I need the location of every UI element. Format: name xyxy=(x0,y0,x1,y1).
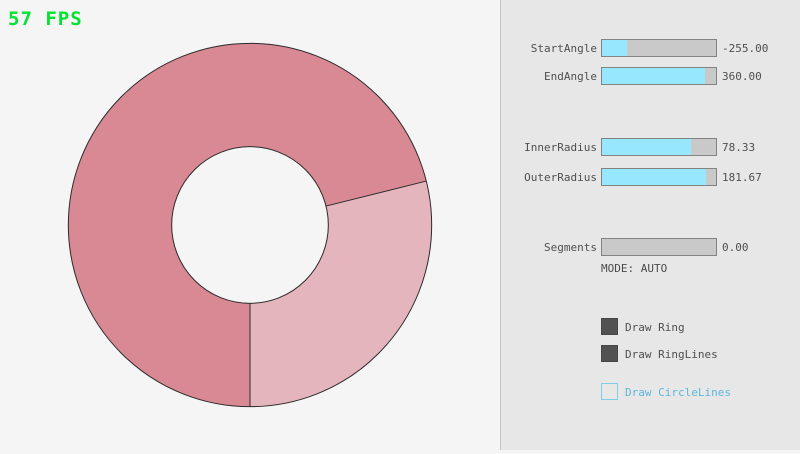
segments-label: Segments xyxy=(544,241,597,254)
checkbox-row-draw-circlelines: Draw CircleLines xyxy=(501,383,800,401)
innerradius-value: 78.33 xyxy=(722,141,756,154)
slider-row-innerradius: InnerRadius 78.33 xyxy=(501,138,800,156)
draw-ringlines-checkbox[interactable] xyxy=(601,345,618,362)
startangle-slider[interactable] xyxy=(601,39,717,57)
ring-chart xyxy=(67,42,433,408)
outerradius-label: OuterRadius xyxy=(524,171,597,184)
segments-mode-text: MODE: AUTO xyxy=(601,262,668,275)
endangle-slider[interactable] xyxy=(601,67,717,85)
startangle-label: StartAngle xyxy=(530,42,597,55)
slider-fill xyxy=(602,139,692,155)
slider-fill xyxy=(602,40,627,56)
draw-ring-label: Draw Ring xyxy=(625,321,685,334)
draw-ring-checkbox[interactable] xyxy=(601,318,618,335)
slider-row-endangle: EndAngle 360.00 xyxy=(501,67,800,85)
endangle-value: 360.00 xyxy=(722,70,762,83)
checkbox-row-draw-ringlines: Draw RingLines xyxy=(501,345,800,363)
checkbox-row-draw-ring: Draw Ring xyxy=(501,318,800,336)
draw-circlelines-label: Draw CircleLines xyxy=(625,386,731,399)
control-panel: StartAngle -255.00 EndAngle 360.00 Inner… xyxy=(500,0,800,450)
endangle-label: EndAngle xyxy=(544,70,597,83)
slider-fill xyxy=(602,68,705,84)
segments-value: 0.00 xyxy=(722,241,749,254)
startangle-value: -255.00 xyxy=(722,42,769,55)
segments-slider[interactable] xyxy=(601,238,717,256)
ring-area xyxy=(67,42,433,408)
draw-circlelines-checkbox[interactable] xyxy=(601,383,618,400)
outerradius-value: 181.67 xyxy=(722,171,762,184)
fps-counter: 57 FPS xyxy=(8,8,83,30)
draw-ringlines-label: Draw RingLines xyxy=(625,348,718,361)
slider-fill xyxy=(602,169,706,185)
slider-row-outerradius: OuterRadius 181.67 xyxy=(501,168,800,186)
outerradius-slider[interactable] xyxy=(601,168,717,186)
slider-row-startangle: StartAngle -255.00 xyxy=(501,39,800,57)
innerradius-label: InnerRadius xyxy=(524,141,597,154)
slider-row-segments: Segments 0.00 xyxy=(501,238,800,256)
innerradius-slider[interactable] xyxy=(601,138,717,156)
